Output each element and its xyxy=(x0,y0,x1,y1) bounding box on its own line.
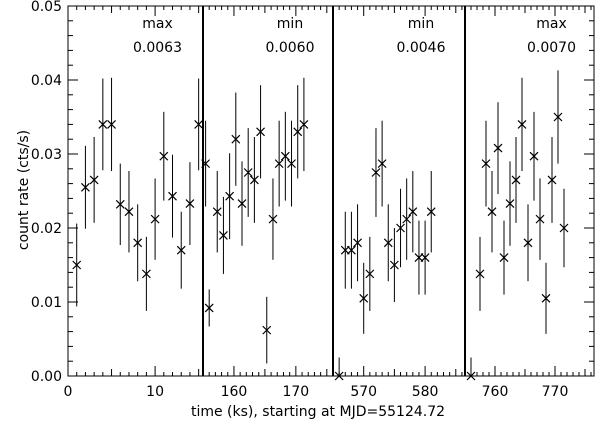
data-point-marker xyxy=(124,207,134,217)
data-point-marker xyxy=(529,151,539,161)
x-tick-label: 0 xyxy=(64,384,73,400)
data-point-marker xyxy=(98,119,108,129)
data-point-marker xyxy=(541,293,551,303)
y-tick-label: 0.00 xyxy=(31,369,62,385)
panel-value-label: 0.0063 xyxy=(133,40,182,56)
data-point-marker xyxy=(475,269,485,279)
data-point-marker xyxy=(511,175,521,185)
data-point-marker xyxy=(334,371,344,381)
data-point-marker xyxy=(80,182,90,192)
x-tick-label: 770 xyxy=(542,384,569,400)
data-point-marker xyxy=(408,207,418,217)
data-point-marker xyxy=(256,127,265,137)
data-point-marker xyxy=(481,159,491,169)
y-axis-label: count rate (cts/s) xyxy=(16,130,32,250)
data-point-marker xyxy=(219,230,228,240)
data-point-marker xyxy=(231,134,241,144)
data-point-marker xyxy=(547,175,557,185)
data-point-marker xyxy=(280,151,290,161)
data-point-marker xyxy=(237,199,247,209)
panel-state-label: max xyxy=(142,16,173,32)
x-tick-label: 760 xyxy=(482,384,509,400)
data-point-marker xyxy=(487,207,497,217)
y-tick-label: 0.03 xyxy=(31,147,62,163)
panel-value-label: 0.0046 xyxy=(397,40,446,56)
x-tick-label: 170 xyxy=(282,384,309,400)
data-point-marker xyxy=(359,293,369,303)
data-point-marker xyxy=(389,260,399,270)
data-point-marker xyxy=(89,175,99,185)
y-tick-label: 0.04 xyxy=(31,73,62,89)
y-tick-label: 0.05 xyxy=(31,0,62,15)
data-point-marker xyxy=(225,191,235,201)
data-point-marker xyxy=(466,371,476,381)
data-point-marker xyxy=(274,159,284,169)
data-point-marker xyxy=(559,223,569,233)
data-point-marker xyxy=(212,207,222,217)
data-point-marker xyxy=(402,214,412,224)
panel-state-label: min xyxy=(408,16,434,32)
data-point-marker xyxy=(535,214,545,224)
data-point-marker xyxy=(353,238,362,248)
panel-value-label: 0.0070 xyxy=(527,40,576,56)
data-point-marker xyxy=(72,260,82,270)
data-point-marker xyxy=(420,253,430,263)
data-point-marker xyxy=(523,238,533,248)
data-point-marker xyxy=(243,168,253,177)
data-point-marker xyxy=(204,303,214,313)
panel-value-label: 0.0060 xyxy=(266,40,315,56)
data-point-marker xyxy=(493,143,503,153)
data-point-marker xyxy=(150,214,160,224)
panel-3-frame xyxy=(332,5,466,377)
x-tick-label: 580 xyxy=(412,384,439,400)
data-point-marker xyxy=(133,238,143,248)
panel-2-frame xyxy=(202,5,334,377)
data-point-marker xyxy=(553,112,563,122)
data-point-marker xyxy=(168,191,177,201)
data-point-marker xyxy=(176,245,186,255)
data-point-marker xyxy=(505,199,515,209)
data-point-marker xyxy=(107,119,116,129)
data-point-marker xyxy=(249,175,259,185)
x-tick-label: 160 xyxy=(221,384,248,400)
data-point-marker xyxy=(377,159,387,169)
data-point-marker xyxy=(383,238,393,248)
y-tick-label: 0.01 xyxy=(31,295,62,311)
data-point-marker xyxy=(299,119,309,129)
panel-state-label: max xyxy=(536,16,567,32)
data-point-marker xyxy=(499,253,509,263)
panel-1-frame xyxy=(67,5,204,377)
data-point-marker xyxy=(293,127,303,137)
panel-4-frame xyxy=(464,5,595,377)
data-point-marker xyxy=(426,207,436,217)
data-point-marker xyxy=(262,325,272,335)
data-point-marker xyxy=(194,119,204,129)
data-point-marker xyxy=(268,214,278,224)
x-tick-label: 570 xyxy=(350,384,377,400)
data-point-marker xyxy=(517,119,527,129)
panel-state-label: min xyxy=(277,16,303,32)
data-point-marker xyxy=(141,269,151,279)
data-point-marker xyxy=(115,199,125,209)
data-point-marker xyxy=(346,245,356,255)
data-point-marker xyxy=(365,269,375,279)
x-tick-label: 10 xyxy=(146,384,164,400)
x-axis-label: time (ks), starting at MJD=55124.72 xyxy=(191,404,445,420)
data-point-marker xyxy=(396,223,405,233)
data-point-marker xyxy=(287,159,296,169)
data-point-marker xyxy=(185,199,195,209)
y-tick-label: 0.02 xyxy=(31,221,62,237)
data-point-marker xyxy=(371,168,381,177)
data-point-marker xyxy=(159,151,169,161)
